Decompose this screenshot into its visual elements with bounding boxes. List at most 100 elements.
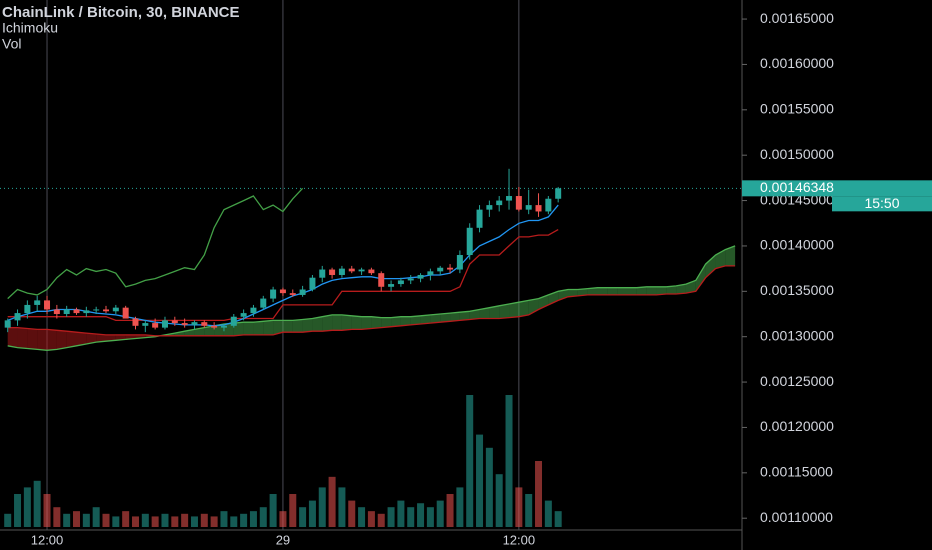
candle-body xyxy=(14,313,21,321)
cloud-segment xyxy=(282,320,293,333)
volume-bar xyxy=(53,507,61,527)
volume-bar xyxy=(426,507,434,527)
volume-bar xyxy=(554,511,562,527)
cloud-segment xyxy=(37,329,48,351)
volume-bar xyxy=(171,516,179,527)
candle-body xyxy=(289,293,296,295)
volume-bar xyxy=(535,461,543,527)
volume-bar xyxy=(358,507,366,527)
cloud-segment xyxy=(646,286,657,295)
candle-body xyxy=(152,323,159,328)
cloud-segment xyxy=(312,316,323,332)
volume-bar xyxy=(338,487,346,527)
candle-body xyxy=(34,300,41,305)
countdown-label: 15:50 xyxy=(864,195,899,211)
y-tick-label: 0.00120000 xyxy=(760,418,834,434)
candle-body xyxy=(535,205,542,212)
volume-bar xyxy=(249,511,257,527)
candle-body xyxy=(4,320,11,328)
candle-body xyxy=(83,310,90,314)
cloud-segment xyxy=(66,331,77,348)
candle-body xyxy=(63,309,70,315)
candle-body xyxy=(53,309,60,315)
cloud-segment xyxy=(548,291,559,305)
y-tick-label: 0.00165000 xyxy=(760,10,834,26)
last-price-label: 0.00146348 xyxy=(760,179,834,195)
candle-body xyxy=(309,277,316,290)
volume-bar xyxy=(544,500,552,527)
cloud-segment xyxy=(420,314,431,324)
cloud-segment xyxy=(489,305,500,319)
y-tick-label: 0.00115000 xyxy=(760,464,833,480)
cloud-segment xyxy=(400,316,411,326)
y-tick-label: 0.00110000 xyxy=(760,509,833,525)
candle-body xyxy=(515,196,522,210)
chart-title: ChainLink / Bitcoin, 30, BINANCE xyxy=(2,4,240,21)
cloud-segment xyxy=(636,286,647,295)
cloud-segment xyxy=(243,322,254,335)
candle-body xyxy=(378,273,385,287)
candle-body xyxy=(358,269,365,272)
volume-bar xyxy=(220,511,228,527)
cloud-segment xyxy=(292,319,303,333)
volume-bar xyxy=(259,507,267,527)
span-b-line xyxy=(7,265,736,337)
candle-body xyxy=(506,196,513,201)
volume-bar xyxy=(112,516,120,527)
candle-body xyxy=(201,322,208,326)
candle-body xyxy=(368,269,375,274)
candle-body xyxy=(496,200,503,206)
volume-bar xyxy=(505,395,513,527)
volume-bar xyxy=(397,500,405,527)
cloud-segment xyxy=(705,255,716,278)
volume-bar xyxy=(141,513,149,527)
candle-body xyxy=(250,307,257,314)
candle-body xyxy=(407,278,414,281)
volume-bar xyxy=(200,513,208,527)
volume-bar xyxy=(417,503,425,527)
volume-bar xyxy=(63,513,71,527)
cloud-segment xyxy=(568,289,578,297)
cloud-segment xyxy=(322,314,333,332)
candle-body xyxy=(279,289,286,294)
cloud-segment xyxy=(341,314,352,331)
candle-body xyxy=(230,316,237,326)
volume-bar xyxy=(23,487,31,527)
candle-body xyxy=(191,322,198,325)
volume-bar xyxy=(4,513,12,527)
cloud-segment xyxy=(469,309,480,320)
candle-body xyxy=(122,307,129,319)
candle-body xyxy=(319,269,326,278)
volume-bar xyxy=(525,494,533,527)
candle-body xyxy=(545,198,552,212)
candle-body xyxy=(181,323,188,325)
candle-body xyxy=(348,268,355,272)
cloud-segment xyxy=(361,316,372,330)
volume-bar xyxy=(485,447,493,527)
volume-bar xyxy=(279,511,287,527)
volume-bar xyxy=(289,494,297,527)
candle-body xyxy=(437,267,444,272)
cloud-segment xyxy=(273,320,283,335)
candle-body xyxy=(44,300,51,310)
volume-bar xyxy=(318,487,326,527)
candle-body xyxy=(466,227,473,256)
cloud-segment xyxy=(17,327,28,349)
candle-body xyxy=(447,267,454,270)
volume-bar xyxy=(102,513,110,527)
cloud-segment xyxy=(56,330,67,350)
y-tick-label: 0.00150000 xyxy=(760,146,834,162)
cloud-segment xyxy=(676,284,686,295)
volume-bar xyxy=(495,474,503,527)
cloud-segment xyxy=(204,325,215,336)
x-tick-label: 12:00 xyxy=(503,532,536,547)
candle-body xyxy=(211,325,218,328)
candle-body xyxy=(132,318,139,326)
cloud-segment xyxy=(115,334,126,341)
y-tick-label: 0.00135000 xyxy=(760,282,834,298)
candle-body xyxy=(240,313,247,317)
volume-bar xyxy=(456,487,464,527)
volume-bar xyxy=(230,516,238,527)
